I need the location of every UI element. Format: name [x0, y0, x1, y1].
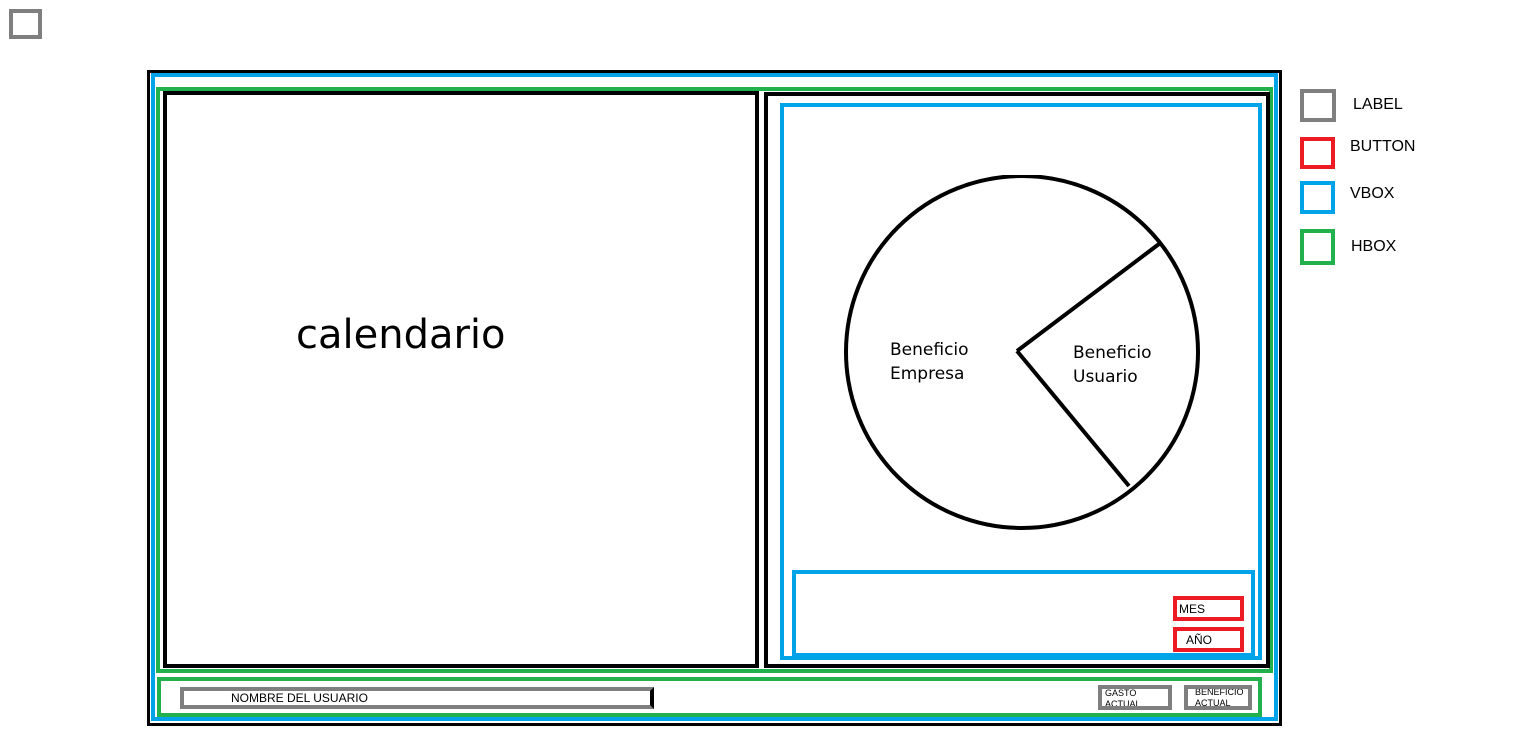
- root-vbox: [151, 73, 1278, 721]
- legend-hbox-swatch: [1300, 229, 1335, 265]
- legend-label-swatch: [1300, 89, 1336, 122]
- pie-chart: [844, 175, 1200, 530]
- chart-panel: [764, 92, 1270, 668]
- beneficio-actual-label: BENEFICIO ACTUAL: [1184, 685, 1252, 710]
- corner-label-box: [9, 9, 42, 39]
- legend-hbox-text: HBOX: [1351, 238, 1397, 255]
- calendar-title: calendario: [296, 312, 506, 358]
- main-window: [147, 70, 1282, 726]
- gasto-actual-text: GASTO ACTUAL: [1105, 688, 1141, 709]
- legend-vbox-swatch: [1300, 181, 1335, 214]
- pie-label-empresa-line2: Empresa: [890, 364, 965, 384]
- pie-label-usuario-line2: Usuario: [1073, 367, 1138, 387]
- legend-button-swatch: [1300, 137, 1335, 169]
- legend-vbox-text: VBOX: [1350, 185, 1395, 202]
- calendar-panel[interactable]: [163, 91, 759, 668]
- beneficio-actual-text: BENEFICIO ACTUAL: [1195, 687, 1244, 708]
- pie-divider-upper: [1015, 242, 1161, 353]
- gasto-actual-label: GASTO ACTUAL: [1098, 685, 1172, 710]
- pie-circle: [844, 175, 1200, 530]
- content-hbox: [156, 87, 1273, 673]
- legend-label-text: LABEL: [1353, 96, 1403, 113]
- chart-vbox: [780, 103, 1262, 660]
- pie-label-usuario-line1: Beneficio: [1073, 343, 1152, 363]
- pie-divider-lower: [1015, 349, 1131, 488]
- legend-button-text: BUTTON: [1350, 138, 1416, 155]
- ano-button-label: AÑO: [1186, 633, 1213, 647]
- pie-label-empresa-line1: Beneficio: [890, 340, 969, 360]
- ano-button[interactable]: AÑO: [1173, 627, 1244, 652]
- user-name-label: NOMBRE DEL USUARIO: [180, 687, 654, 709]
- mes-button[interactable]: MES: [1173, 596, 1244, 621]
- user-name-text: NOMBRE DEL USUARIO: [231, 691, 368, 705]
- footer-hbox: [157, 677, 1262, 717]
- mes-button-label: MES: [1179, 602, 1206, 616]
- period-buttons-vbox: [792, 570, 1255, 657]
